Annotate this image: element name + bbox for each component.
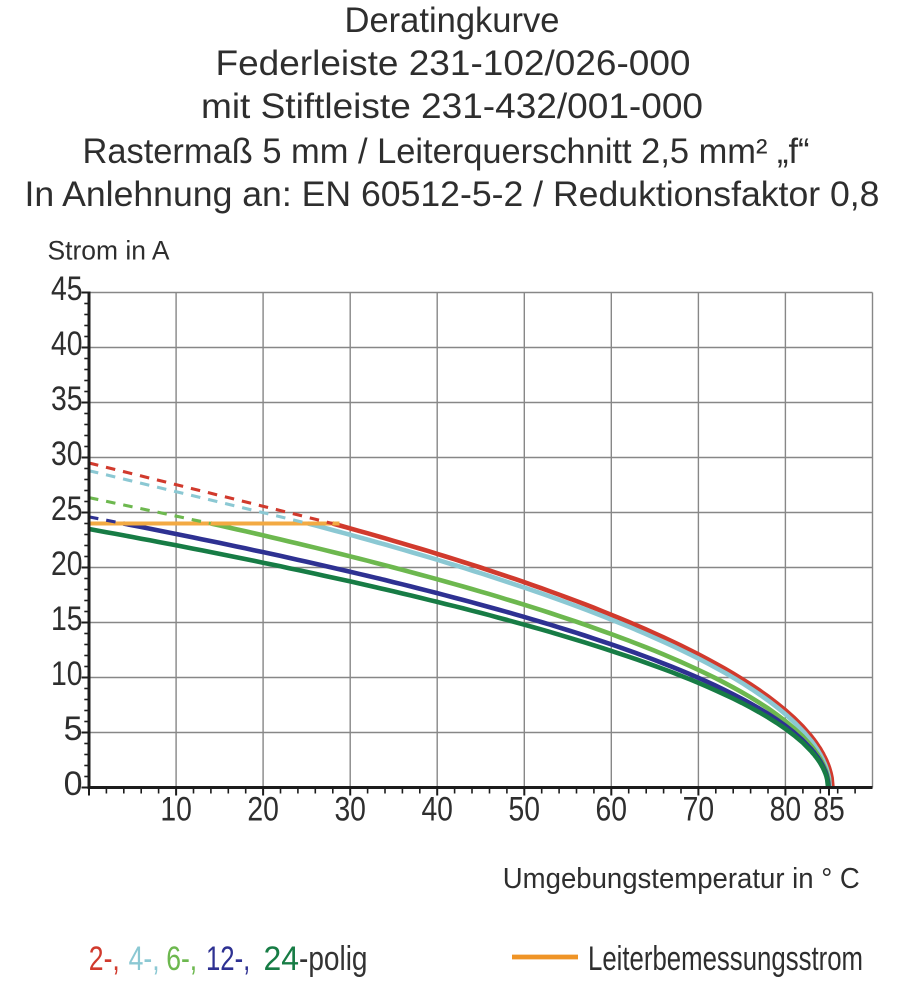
svg-text:25: 25 [51,490,83,528]
svg-text:Umgebungstemperatur in ° C: Umgebungstemperatur in ° C [503,863,860,895]
svg-text:5: 5 [64,710,83,748]
svg-text:20: 20 [247,791,279,829]
svg-text:6-,: 6-, [166,940,197,978]
svg-text:4-,: 4-, [129,940,160,978]
svg-text:30: 30 [334,791,366,829]
svg-text:40: 40 [51,325,83,363]
svg-text:24: 24 [264,940,300,978]
svg-text:Leiterbemessungsstrom: Leiterbemessungsstrom [588,940,863,978]
svg-text:0: 0 [64,765,83,803]
svg-text:20: 20 [51,545,83,583]
svg-text:40: 40 [421,791,453,829]
svg-text:60: 60 [596,791,628,829]
svg-text:Rastermaß 5 mm / Leiterquersch: Rastermaß 5 mm / Leiterquerschnitt 2,5 m… [83,132,810,171]
svg-text:mit Stiftleiste 231-432/001-00: mit Stiftleiste 231-432/001-000 [201,87,703,126]
svg-text:50: 50 [509,791,541,829]
svg-text:30: 30 [51,435,83,473]
svg-text:85: 85 [813,791,845,829]
svg-text:Deratingkurve: Deratingkurve [345,1,560,40]
svg-text:-polig: -polig [299,940,368,978]
svg-text:Federleiste 231-102/026-000: Federleiste 231-102/026-000 [216,44,691,83]
svg-text:10: 10 [160,791,192,829]
svg-text:70: 70 [683,791,715,829]
svg-text:In Anlehnung an: EN 60512-5-2: In Anlehnung an: EN 60512-5-2 / Reduktio… [25,175,880,214]
svg-text:10: 10 [51,655,83,693]
svg-text:45: 45 [51,270,83,308]
svg-text:Strom in A: Strom in A [48,236,170,266]
svg-text:15: 15 [51,600,83,638]
svg-text:2-,: 2-, [89,940,120,978]
svg-text:35: 35 [51,380,83,418]
svg-text:80: 80 [770,791,802,829]
svg-text:12-,: 12-, [206,940,250,978]
